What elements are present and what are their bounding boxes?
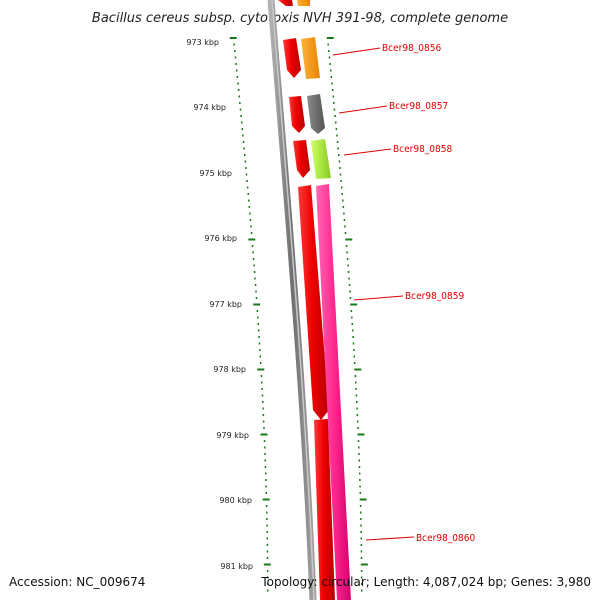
gene-label-bcer98-0860[interactable]: Bcer98_0860 (416, 533, 475, 544)
label-leader (332, 47, 381, 56)
gene-bcer98-0858[interactable] (311, 139, 331, 179)
cds-feature[interactable] (293, 140, 310, 178)
cds-feature[interactable] (289, 96, 305, 133)
label-leader (343, 148, 392, 156)
topology-text: Topology: circular; Length: 4,087,024 bp… (260, 575, 591, 589)
gene-bcer98-0857[interactable] (307, 94, 325, 134)
ruler-label-975: 975 kbp (199, 169, 232, 178)
gene-label-bcer98-0859[interactable]: Bcer98_0859 (405, 291, 464, 302)
ruler-label-973: 973 kbp (186, 38, 219, 47)
genome-backbone-highlight (271, 0, 315, 600)
gene-label-bcer98-0856[interactable]: Bcer98_0856 (382, 43, 441, 54)
gene-bcer98-0859[interactable] (316, 184, 351, 600)
cds-feature[interactable] (298, 185, 329, 420)
cds-feature[interactable] (278, 0, 293, 6)
page-title: Bacillus cereus subsp. cytotoxis NVH 391… (92, 11, 508, 26)
gene-bcer98-0856[interactable] (301, 37, 320, 79)
ruler-label-979: 979 kbp (216, 431, 249, 440)
ruler-label-974: 974 kbp (193, 103, 226, 112)
accession-text: Accession: NC_009674 (9, 575, 145, 589)
ruler-ticks (229, 37, 368, 592)
ruler-label-977: 977 kbp (209, 300, 242, 309)
gene-bcer98-0856[interactable] (297, 0, 310, 6)
genome-backbone (267, 0, 317, 600)
label-leader (338, 105, 388, 114)
gene-label-bcer98-0858[interactable]: Bcer98_0858 (393, 144, 452, 155)
ruler-label-980: 980 kbp (219, 496, 252, 505)
cds-track-outer (278, 0, 335, 600)
label-leader (365, 536, 415, 541)
gene-label-bcer98-0857[interactable]: Bcer98_0857 (389, 101, 448, 112)
ruler-labels: 973 kbp 974 kbp 975 kbp 976 kbp 977 kbp … (186, 38, 253, 571)
cds-feature[interactable] (283, 38, 301, 78)
cds-track-inner (297, 0, 351, 600)
gene-labels: Bcer98_0856 Bcer98_0857 Bcer98_0858 Bcer… (332, 43, 475, 544)
label-leader (353, 295, 404, 301)
ruler-label-976: 976 kbp (204, 234, 237, 243)
ruler-label-978: 978 kbp (213, 365, 246, 374)
ruler-label-981: 981 kbp (220, 562, 253, 571)
cds-feature[interactable] (314, 419, 335, 600)
